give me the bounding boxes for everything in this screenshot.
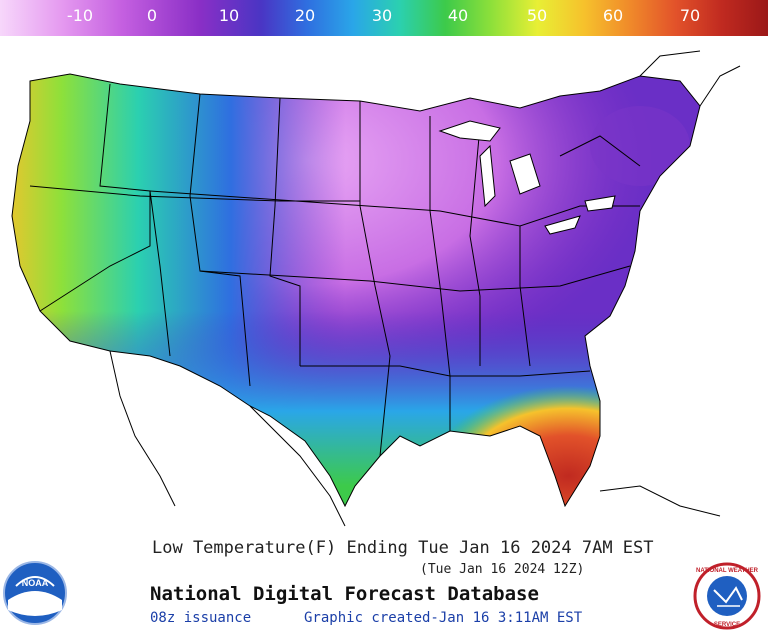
colorbar-tick: 60 (602, 6, 624, 25)
great-lakes (438, 120, 616, 235)
colorbar-tick: 0 (146, 6, 158, 25)
product-title: National Digital Forecast Database (150, 583, 539, 605)
map-caption-utc: (Tue Jan 16 2024 12Z) (420, 562, 585, 577)
colorbar-tick: 40 (447, 6, 469, 25)
colorbar-tick: 70 (679, 6, 701, 25)
svg-text:NOAA: NOAA (22, 578, 49, 588)
nws-logo-icon: NATIONAL WEATHER SERVICE (693, 562, 761, 630)
temperature-colorbar: -10 0 10 20 30 40 50 60 70 (0, 0, 768, 36)
neighbor-borders (109, 50, 741, 527)
state-borders (11, 73, 701, 508)
issuance-text: 08z issuance (150, 610, 252, 626)
colorbar-tick: 20 (294, 6, 316, 25)
svg-text:SERVICE: SERVICE (714, 622, 740, 628)
colorbar-tick: 30 (371, 6, 393, 25)
svg-text:NATIONAL WEATHER: NATIONAL WEATHER (696, 568, 759, 574)
colorbar-tick: -10 (66, 6, 94, 25)
temperature-field (12, 74, 700, 506)
map-caption: Low Temperature(F) Ending Tue Jan 16 202… (152, 538, 654, 558)
colorbar-tick: 50 (526, 6, 548, 25)
noaa-logo-icon: NOAA (3, 561, 67, 625)
created-timestamp: Graphic created-Jan 16 3:11AM EST (304, 610, 583, 626)
colorbar-gradient (0, 0, 768, 36)
temperature-map (11, 50, 741, 527)
colorbar-tick: 10 (218, 6, 240, 25)
